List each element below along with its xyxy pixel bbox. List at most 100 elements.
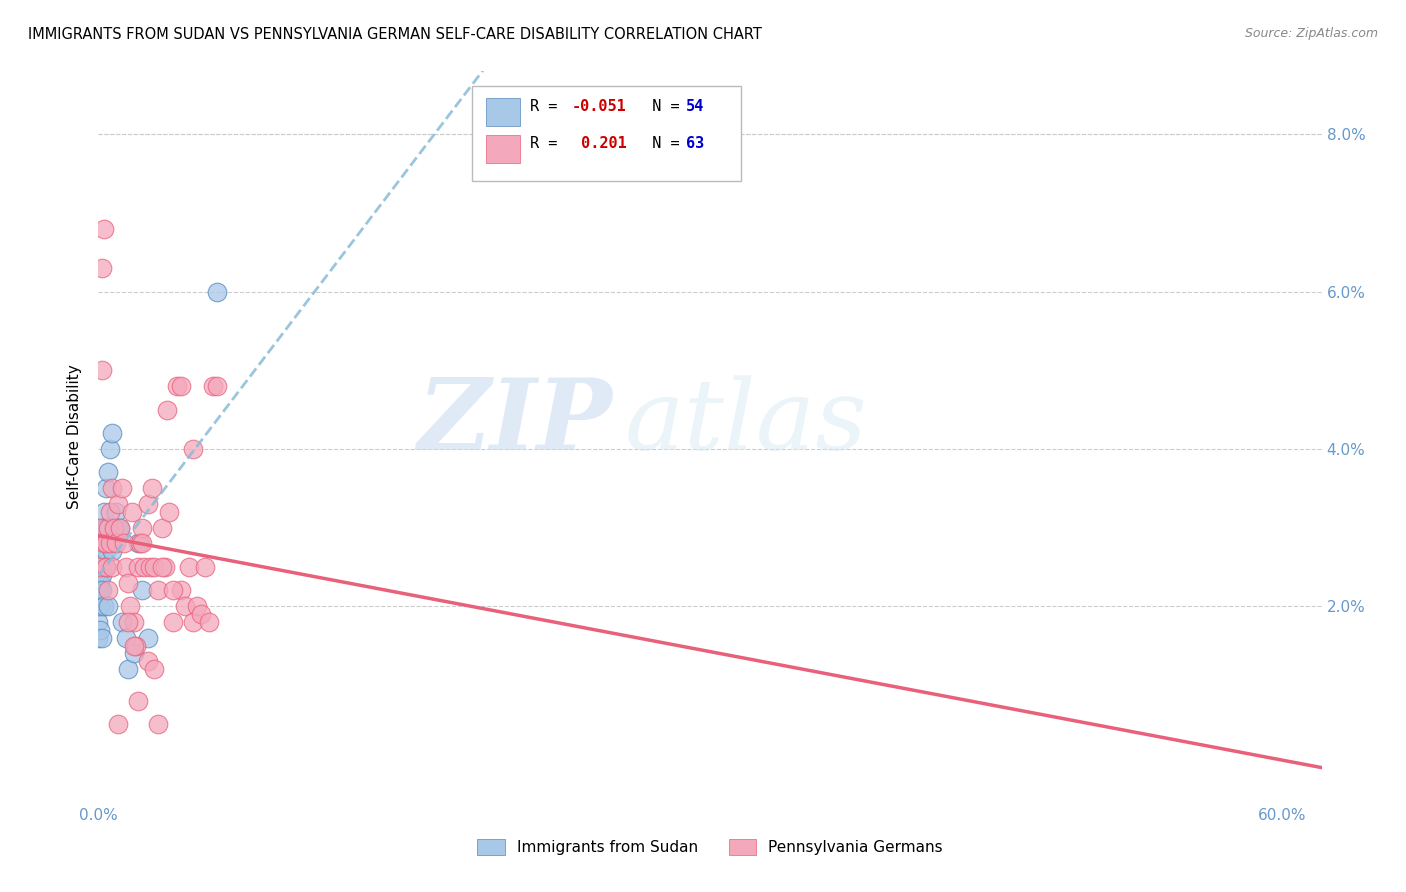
Point xyxy=(91,583,114,598)
Point xyxy=(111,481,134,495)
Point xyxy=(87,599,110,614)
FancyBboxPatch shape xyxy=(471,86,741,181)
Bar xyxy=(486,135,520,163)
Point xyxy=(156,402,179,417)
Point xyxy=(115,559,138,574)
Point xyxy=(162,615,184,629)
Text: 0.201: 0.201 xyxy=(572,136,627,151)
Text: 63: 63 xyxy=(686,136,704,151)
Point xyxy=(117,615,139,629)
Point xyxy=(118,599,141,614)
Point xyxy=(194,559,217,574)
Point xyxy=(101,426,124,441)
Point xyxy=(89,559,111,574)
Point xyxy=(105,505,128,519)
Point xyxy=(101,559,124,574)
Point xyxy=(105,536,128,550)
Point xyxy=(91,552,114,566)
Point xyxy=(122,615,145,629)
Point xyxy=(138,559,160,574)
Point xyxy=(89,552,111,566)
Point xyxy=(87,583,110,598)
Point xyxy=(174,599,197,614)
Point xyxy=(91,559,114,574)
Point xyxy=(125,639,148,653)
Point xyxy=(91,544,114,558)
Point xyxy=(93,599,115,614)
Text: IMMIGRANTS FROM SUDAN VS PENNSYLVANIA GERMAN SELF-CARE DISABILITY CORRELATION CH: IMMIGRANTS FROM SUDAN VS PENNSYLVANIA GE… xyxy=(28,27,762,42)
Text: R =: R = xyxy=(530,99,567,114)
Point xyxy=(142,559,165,574)
Point xyxy=(162,583,184,598)
Point xyxy=(96,559,118,574)
Point xyxy=(112,536,135,550)
Point xyxy=(170,379,193,393)
Text: -0.051: -0.051 xyxy=(572,99,627,114)
Point xyxy=(131,583,153,598)
Point xyxy=(122,639,145,653)
Point xyxy=(179,559,201,574)
Point xyxy=(127,536,149,550)
Point xyxy=(96,536,118,550)
Text: N =: N = xyxy=(634,136,689,151)
Point xyxy=(186,599,208,614)
Point xyxy=(87,567,110,582)
Point xyxy=(91,631,114,645)
Point xyxy=(136,631,159,645)
Point xyxy=(108,520,131,534)
Legend: Immigrants from Sudan, Pennsylvania Germans: Immigrants from Sudan, Pennsylvania Germ… xyxy=(471,833,949,861)
Point xyxy=(89,544,111,558)
Point xyxy=(91,520,114,534)
Point xyxy=(98,536,121,550)
Bar xyxy=(486,98,520,127)
Text: 54: 54 xyxy=(686,99,704,114)
Point xyxy=(136,654,159,668)
Point xyxy=(87,615,110,629)
Point xyxy=(87,631,110,645)
Point xyxy=(131,536,153,550)
Point xyxy=(98,536,121,550)
Point xyxy=(97,466,120,480)
Point xyxy=(205,379,228,393)
Point xyxy=(93,552,115,566)
Point xyxy=(96,559,118,574)
Point xyxy=(142,662,165,676)
Point xyxy=(141,481,163,495)
Point xyxy=(201,379,224,393)
Point xyxy=(96,520,118,534)
Point xyxy=(89,520,111,534)
Point xyxy=(103,520,125,534)
Point xyxy=(107,497,129,511)
Point xyxy=(89,575,111,590)
Point xyxy=(128,536,150,550)
Point xyxy=(101,481,124,495)
Point xyxy=(89,536,111,550)
Point xyxy=(155,559,177,574)
Point xyxy=(97,599,120,614)
Point xyxy=(93,520,115,534)
Point xyxy=(97,520,120,534)
Point xyxy=(107,717,129,731)
Point xyxy=(115,631,138,645)
Point xyxy=(146,717,169,731)
Point xyxy=(89,583,111,598)
Point xyxy=(89,559,111,574)
Point xyxy=(91,536,114,550)
Point xyxy=(181,442,204,456)
Point xyxy=(96,481,118,495)
Point xyxy=(181,615,204,629)
Point xyxy=(98,505,121,519)
Text: ZIP: ZIP xyxy=(418,375,612,471)
Point xyxy=(93,536,115,550)
Point xyxy=(121,505,143,519)
Text: atlas: atlas xyxy=(624,375,868,470)
Point xyxy=(89,567,111,582)
Text: Source: ZipAtlas.com: Source: ZipAtlas.com xyxy=(1244,27,1378,40)
Point xyxy=(89,623,111,637)
Point xyxy=(111,615,134,629)
Point xyxy=(117,662,139,676)
Point xyxy=(89,599,111,614)
Point xyxy=(93,505,115,519)
Point xyxy=(166,379,188,393)
Point xyxy=(107,520,129,534)
